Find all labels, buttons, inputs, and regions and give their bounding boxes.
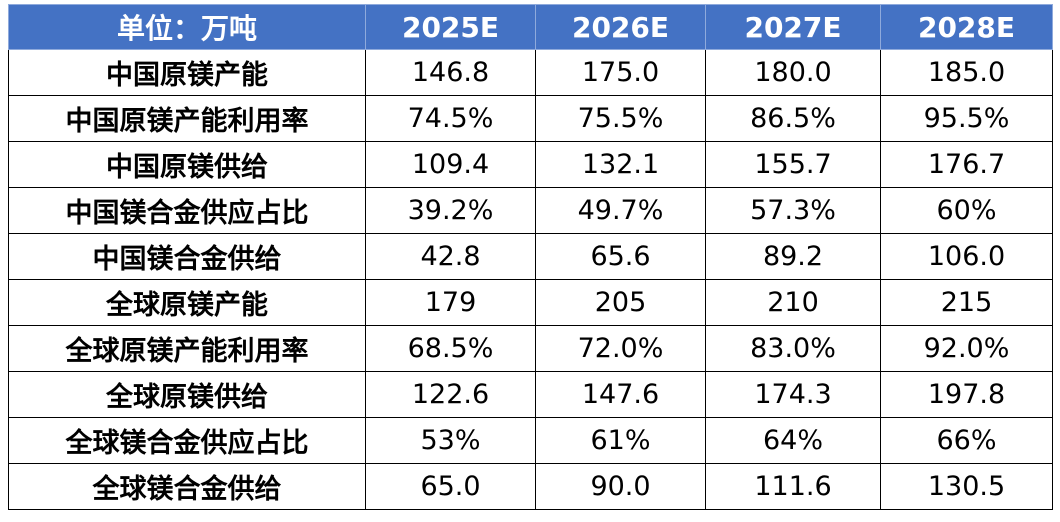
data-cell: 90.0 [535, 463, 706, 510]
data-cell: 174.3 [705, 371, 881, 418]
row-label: 全球镁合金供应占比 [8, 417, 366, 464]
data-cell: 111.6 [705, 463, 881, 510]
table-row: 中国镁合金供给 42.8 65.6 89.2 106.0 [8, 233, 1053, 280]
data-cell: 74.5% [365, 95, 536, 142]
table-body: 中国原镁产能 146.8 175.0 180.0 185.0 中国原镁产能利用率 74.5%… [8, 49, 1053, 510]
data-cell: 65.0 [365, 463, 536, 510]
header-cell: 2028E [880, 4, 1053, 50]
data-cell: 49.7% [535, 187, 706, 234]
data-cell: 92.0% [880, 325, 1053, 372]
data-cell: 68.5% [365, 325, 536, 372]
data-table: 单位：万吨 2025E 2026E 2027E 2028E 中国原镁产能 146.8 175… [8, 4, 1053, 510]
data-cell: 197.8 [880, 371, 1053, 418]
row-label: 全球镁合金供给 [8, 463, 366, 510]
data-cell: 61% [535, 417, 706, 464]
data-cell: 65.6 [535, 233, 706, 280]
row-label: 中国原镁产能利用率 [8, 95, 366, 142]
data-cell: 39.2% [365, 187, 536, 234]
data-cell: 215 [880, 279, 1053, 326]
row-label: 全球原镁供给 [8, 371, 366, 418]
data-cell: 109.4 [365, 141, 536, 188]
data-cell: 210 [705, 279, 881, 326]
data-cell: 185.0 [880, 49, 1053, 96]
data-cell: 132.1 [535, 141, 706, 188]
data-cell: 42.8 [365, 233, 536, 280]
data-cell: 60% [880, 187, 1053, 234]
data-cell: 122.6 [365, 371, 536, 418]
row-label: 中国镁合金供应占比 [8, 187, 366, 234]
table-row: 全球原镁供给 122.6 147.6 174.3 197.8 [8, 371, 1053, 418]
data-cell: 205 [535, 279, 706, 326]
data-cell: 89.2 [705, 233, 881, 280]
data-cell: 179 [365, 279, 536, 326]
header-cell: 2025E [365, 4, 536, 50]
row-label: 中国镁合金供给 [8, 233, 366, 280]
data-cell: 130.5 [880, 463, 1053, 510]
row-label: 中国原镁供给 [8, 141, 366, 188]
data-cell: 83.0% [705, 325, 881, 372]
row-label: 中国原镁产能 [8, 49, 366, 96]
table-row: 全球原镁产能利用率 68.5% 72.0% 83.0% 92.0% [8, 325, 1053, 372]
table-row: 全球镁合金供应占比 53% 61% 64% 66% [8, 417, 1053, 464]
data-cell: 106.0 [880, 233, 1053, 280]
data-cell: 146.8 [365, 49, 536, 96]
table-row: 中国镁合金供应占比 39.2% 49.7% 57.3% 60% [8, 187, 1053, 234]
data-cell: 86.5% [705, 95, 881, 142]
table-row: 全球镁合金供给 65.0 90.0 111.6 130.5 [8, 463, 1053, 510]
data-cell: 75.5% [535, 95, 706, 142]
data-cell: 72.0% [535, 325, 706, 372]
table-row: 中国原镁产能 146.8 175.0 180.0 185.0 [8, 49, 1053, 96]
data-cell: 53% [365, 417, 536, 464]
header-cell: 2026E [535, 4, 706, 50]
table-row: 中国原镁产能利用率 74.5% 75.5% 86.5% 95.5% [8, 95, 1053, 142]
table-row: 全球原镁产能 179 205 210 215 [8, 279, 1053, 326]
header-cell: 单位：万吨 [8, 4, 366, 50]
header-row: 单位：万吨 2025E 2026E 2027E 2028E [8, 4, 1053, 50]
data-cell: 147.6 [535, 371, 706, 418]
data-cell: 180.0 [705, 49, 881, 96]
data-cell: 66% [880, 417, 1053, 464]
data-cell: 175.0 [535, 49, 706, 96]
table-row: 中国原镁供给 109.4 132.1 155.7 176.7 [8, 141, 1053, 188]
data-cell: 176.7 [880, 141, 1053, 188]
data-cell: 57.3% [705, 187, 881, 234]
row-label: 全球原镁产能 [8, 279, 366, 326]
data-cell: 155.7 [705, 141, 881, 188]
header-cell: 2027E [705, 4, 881, 50]
data-cell: 64% [705, 417, 881, 464]
data-cell: 95.5% [880, 95, 1053, 142]
row-label: 全球原镁产能利用率 [8, 325, 366, 372]
